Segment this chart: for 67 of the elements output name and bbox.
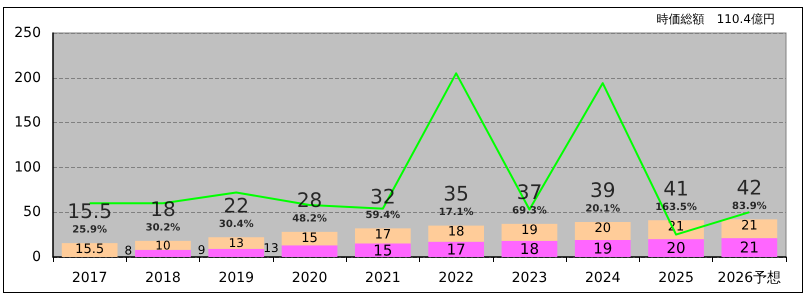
total-label: 35	[443, 182, 469, 206]
bar	[282, 232, 338, 246]
annotation: 59.4%	[366, 210, 400, 221]
annotation: 30.4%	[218, 218, 254, 230]
bar	[648, 239, 704, 257]
x-tick-label: 2026予想	[718, 270, 782, 286]
data-label: 13	[263, 241, 279, 256]
x-tick-label: 2021	[365, 270, 401, 286]
data-label: 21	[741, 218, 758, 234]
data-label: 17	[374, 227, 392, 242]
x-tick-label: 2017	[72, 270, 108, 286]
total-label: 22	[224, 193, 249, 218]
chart-subtitle: 時価総額 110.4億円	[656, 12, 776, 26]
data-label: 18	[520, 240, 539, 258]
bar	[208, 237, 264, 249]
bar	[354, 244, 411, 257]
bar	[721, 238, 778, 257]
y-tick-label: 150	[14, 114, 41, 131]
data-label: 19	[593, 239, 612, 258]
x-tick-label: 2022	[438, 270, 474, 286]
data-label: 13	[228, 236, 244, 250]
total-label: 39	[590, 178, 616, 202]
data-label: 8	[124, 243, 132, 258]
annotation: 69.3%	[512, 205, 547, 216]
bar	[135, 250, 191, 257]
y-tick-label: 200	[14, 70, 41, 86]
bar	[502, 224, 558, 241]
data-label: 15	[301, 230, 318, 246]
data-label: 15.5	[75, 242, 104, 258]
data-label: 21	[740, 238, 759, 257]
bar	[135, 240, 191, 250]
total-label: 15.5	[67, 199, 112, 224]
annotation: 48.2%	[292, 213, 327, 224]
x-tick-label: 2019	[218, 270, 254, 286]
bar	[428, 226, 484, 242]
data-label: 20	[666, 239, 686, 258]
bar	[428, 242, 484, 257]
x-tick-label: 2025	[658, 270, 694, 286]
x-tick-label: 2023	[512, 270, 548, 286]
data-label: 17	[446, 240, 466, 258]
annotation: 17.1%	[438, 207, 474, 218]
data-label: 15	[373, 241, 392, 260]
data-label: 10	[155, 238, 171, 252]
bar	[354, 228, 411, 244]
y-tick-label: 250	[14, 25, 41, 41]
data-label: 18	[448, 224, 464, 240]
annotation: 30.2%	[146, 222, 180, 234]
y-tick-label: 50	[23, 204, 41, 220]
y-tick-label: 100	[14, 159, 41, 176]
total-label: 18	[150, 196, 176, 221]
data-label: 20	[594, 221, 612, 236]
bar	[574, 240, 631, 257]
x-tick-label: 2018	[145, 270, 181, 286]
annotation: 20.1%	[585, 204, 620, 215]
x-tick-label: 2020	[292, 270, 328, 286]
y-tick-label: 0	[32, 249, 41, 265]
bar	[721, 219, 778, 238]
bar	[574, 222, 631, 240]
data-label: 9	[198, 242, 206, 257]
annotation: 83.9%	[732, 200, 767, 212]
total-label: 42	[736, 175, 762, 200]
annotation: 25.9%	[72, 224, 107, 236]
total-label: 41	[663, 176, 689, 200]
x-tick-label: 2024	[584, 270, 621, 286]
bar	[282, 245, 338, 257]
bar	[208, 248, 264, 257]
data-label: 19	[521, 222, 538, 238]
